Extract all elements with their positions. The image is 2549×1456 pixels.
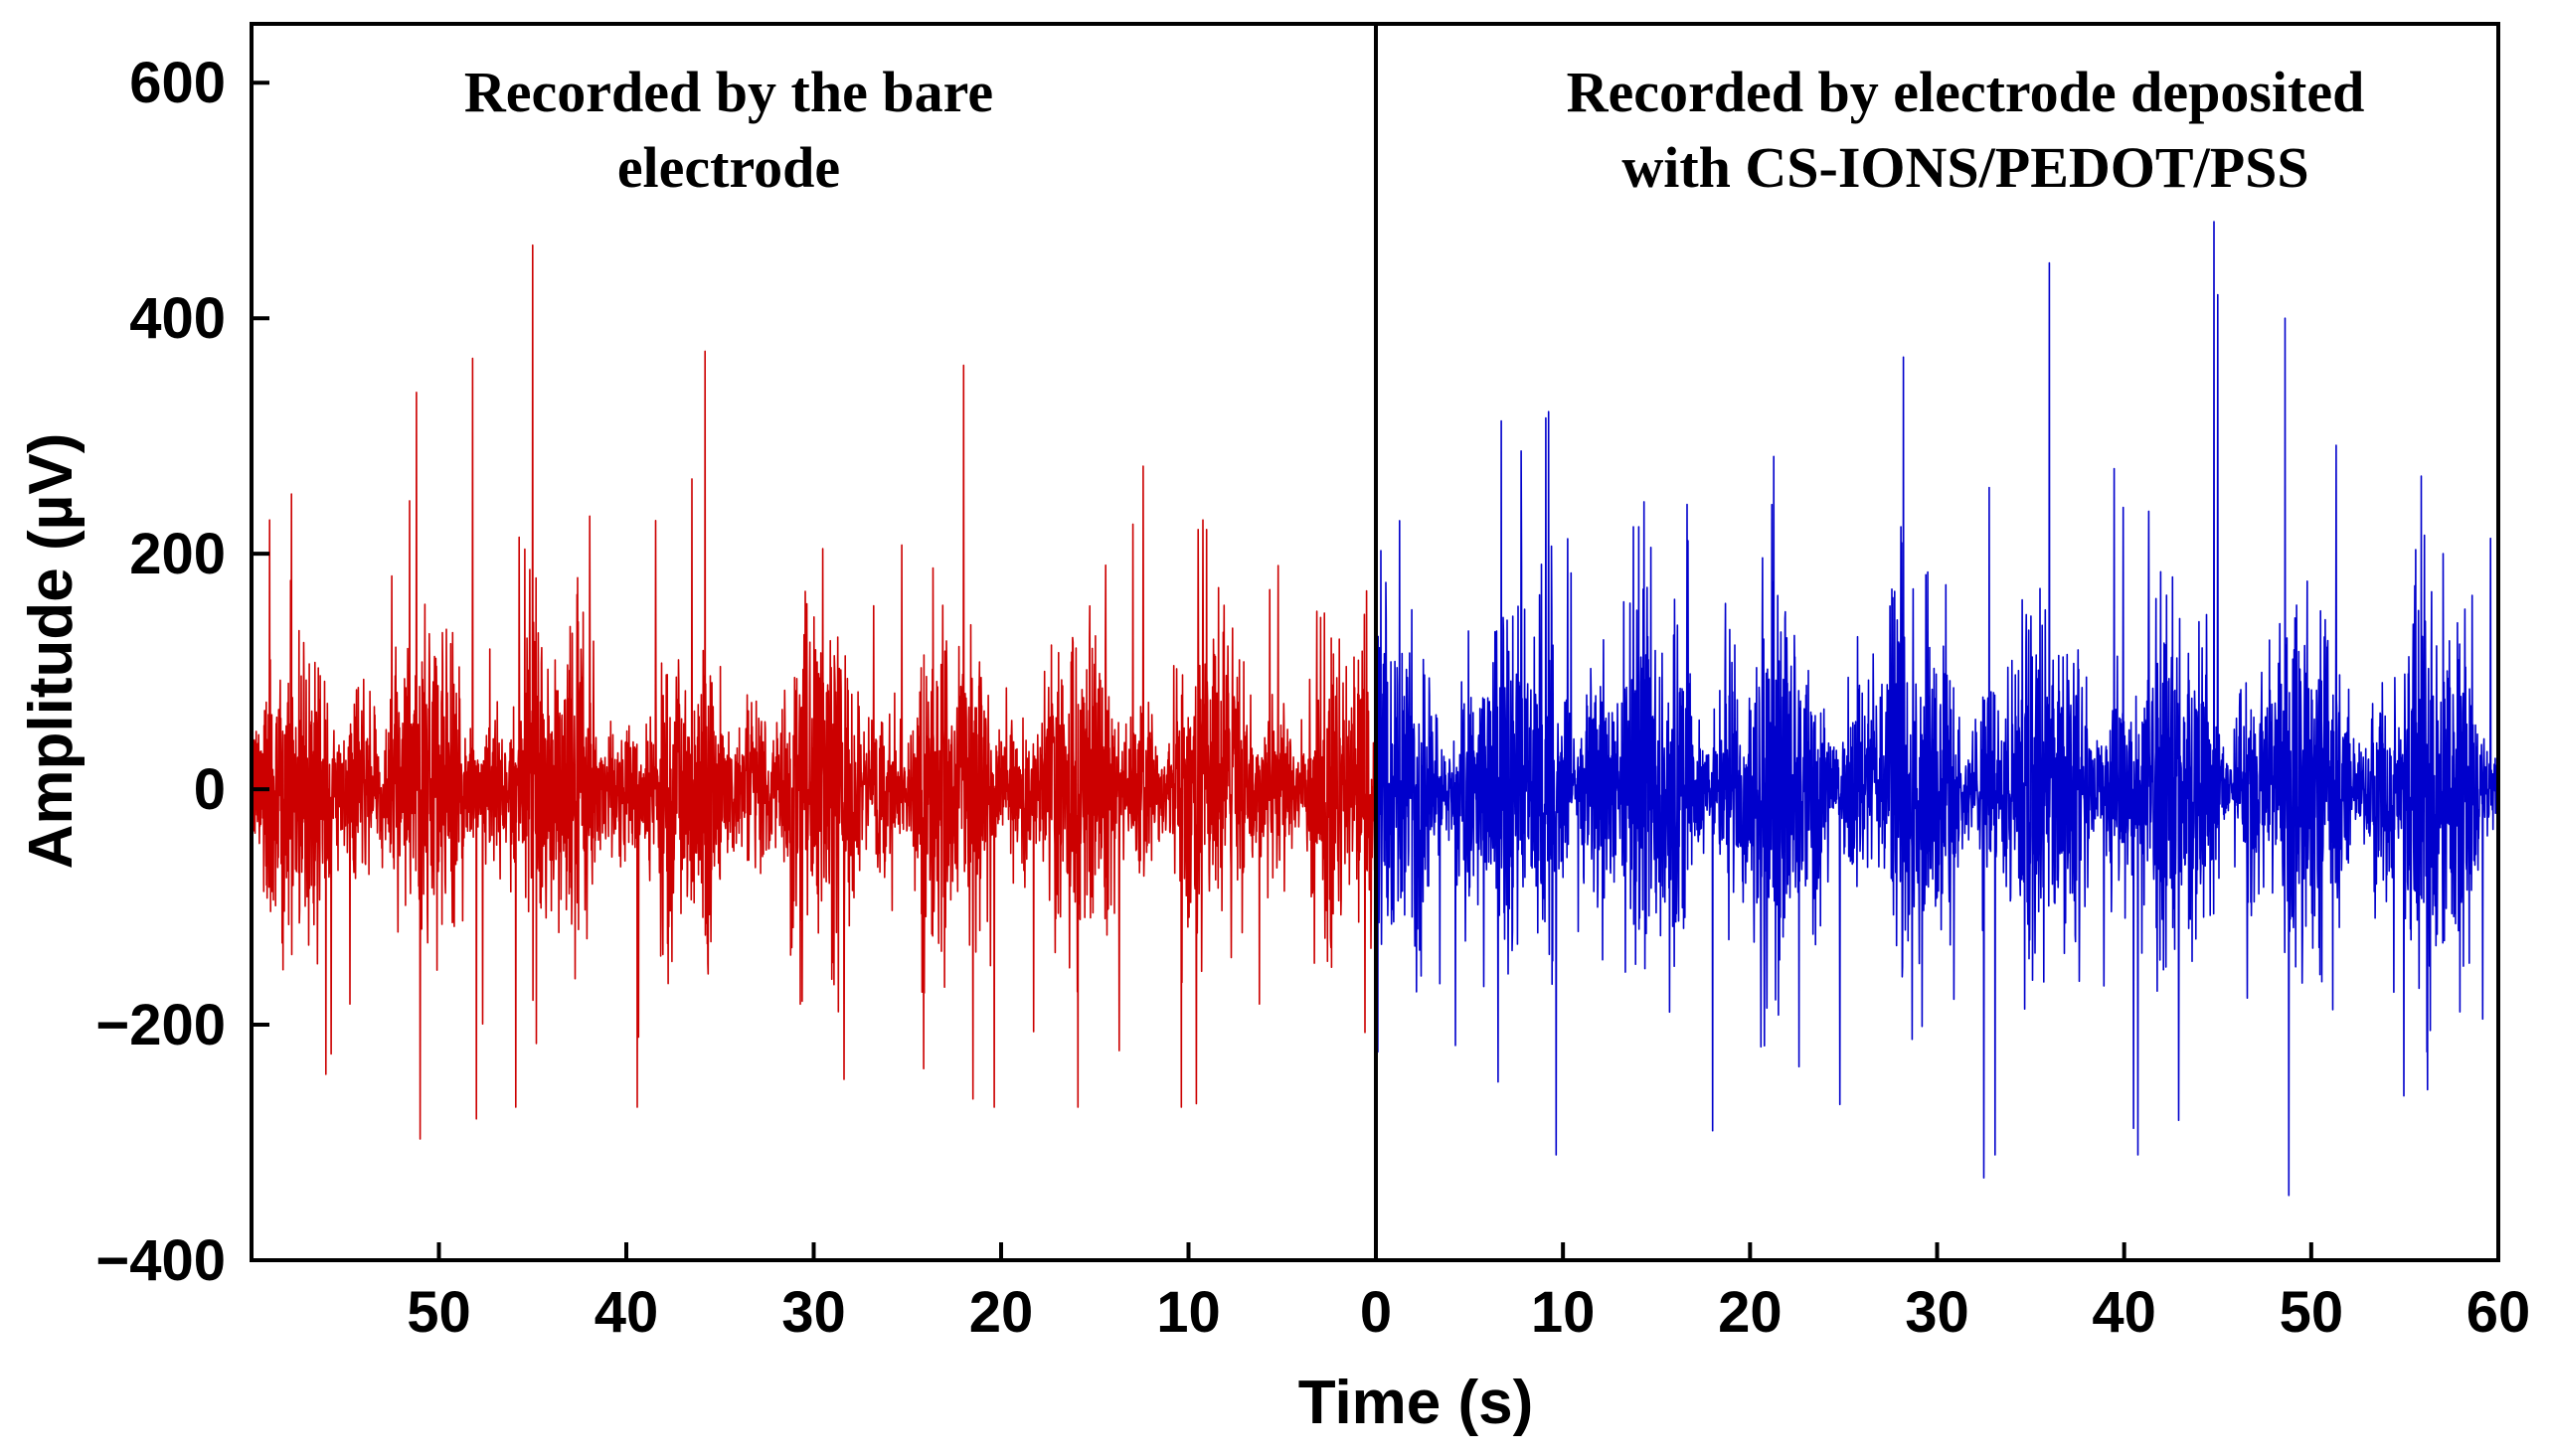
x-axis-title: Time (s) [1298, 1369, 1534, 1437]
x-tick-label: 40 [2092, 1280, 2156, 1345]
coated-electrode-trace [1375, 221, 2499, 1197]
x-tick-label: 20 [969, 1280, 1034, 1345]
bare-label-line-2: electrode [617, 135, 840, 200]
x-tick-label: 50 [2280, 1280, 2344, 1345]
x-tick-label: 50 [407, 1280, 471, 1345]
bare-electrode-trace [251, 243, 1377, 1140]
y-tick-label: 400 [129, 286, 226, 351]
y-tick-label: 0 [194, 757, 226, 822]
y-tick-label: −200 [95, 993, 226, 1057]
x-tick-label: 30 [1905, 1280, 1969, 1345]
y-tick-label: 200 [129, 522, 226, 586]
x-tick-label: 20 [1718, 1280, 1783, 1345]
tick-marks: −400 −200 0 200 400 600 50 40 30 20 10 0 10 20 30 40 50 6… [95, 51, 2530, 1345]
coated-label-line-2: with CS-IONS/PEDOT/PSS [1621, 135, 2308, 200]
x-tick-label: 10 [1156, 1280, 1221, 1345]
coated-label-line-1: Recorded by electrode deposited [1567, 60, 2365, 124]
x-tick-label: 60 [2466, 1280, 2531, 1345]
x-tick-label: 30 [781, 1280, 846, 1345]
x-tick-label: 10 [1531, 1280, 1596, 1345]
x-tick-label: 40 [595, 1280, 659, 1345]
y-axis-title: Amplitude (µV) [17, 433, 85, 870]
x-tick-label: 0 [1360, 1280, 1392, 1345]
bare-label-line-1: Recorded by the bare [464, 60, 993, 124]
signal-traces [251, 221, 2499, 1197]
y-tick-label: 600 [129, 51, 226, 115]
y-tick-label: −400 [95, 1228, 226, 1293]
